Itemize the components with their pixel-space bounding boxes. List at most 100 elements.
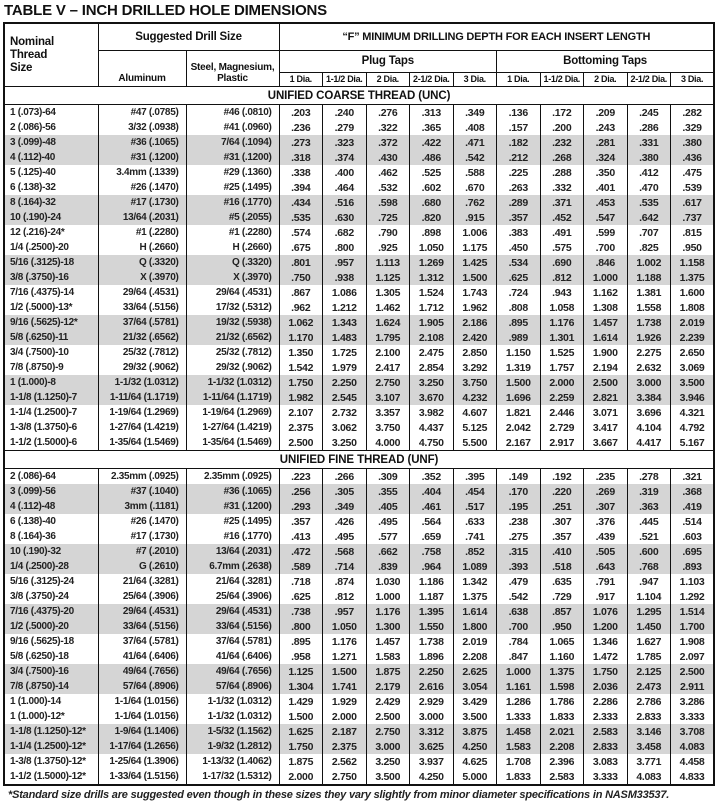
bottoming-depth-cell-0: 1.161: [496, 679, 541, 694]
bottoming-depth-cell-3: 2.125: [626, 664, 671, 679]
bottoming-depth-cell-4: .368: [670, 484, 715, 499]
plug-depth-cell-1: 2.545: [322, 390, 367, 405]
plug-depth-cell-4: 1.375: [452, 589, 497, 604]
plug-depth-cell-1: 1.725: [322, 345, 367, 360]
thread-size-cell: 3 (.099)-56: [3, 484, 99, 499]
bottoming-depth-cell-2: 1.200: [583, 619, 628, 634]
bottoming-depth-cell-3: 1.381: [626, 285, 671, 300]
table-row: 8 (.164)-36 #17 (.1730) #16 (.1770) .413.49…: [3, 529, 715, 544]
plug-depth-cell-1: .305: [322, 484, 367, 499]
thread-size-cell: 7/8 (.8750)-14: [3, 679, 99, 694]
table-row: 8 (.164)-32 #17 (.1730) #16 (.1770) .434.51…: [3, 195, 715, 210]
bottoming-depth-cell-3: 4.083: [626, 769, 671, 785]
thread-size-cell: 1/2 (.5000)-13*: [3, 300, 99, 315]
plug-depth-cell-4: 5.000: [452, 769, 497, 785]
table-row: 4 (.112)-48 3mm (.1181) #31 (.1200) .293.34…: [3, 499, 715, 514]
plug-depth-cell-2: 3.000: [365, 739, 410, 754]
plug-depth-cell-4: 2.186: [452, 315, 497, 330]
plug-depth-cell-2: 1.462: [365, 300, 410, 315]
steel-drill-cell: 1-9/32 (1.2812): [185, 739, 280, 754]
bottoming-depth-cell-1: 1.757: [539, 360, 584, 375]
bottoming-depth-cell-0: .170: [496, 484, 541, 499]
bottoming-depth-cell-4: 3.500: [670, 375, 715, 390]
table-row: 7/8 (.8750)-9 29/32 (.9062) 29/32 (.9062) 1…: [3, 360, 715, 375]
plug-depth-cell-4: 5.500: [452, 435, 497, 451]
plug-depth-cell-2: .577: [365, 529, 410, 544]
plug-depth-cell-4: 4.607: [452, 405, 497, 420]
steel-drill-cell: 37/64 (.5781): [185, 634, 280, 649]
plug-depth-cell-3: .404: [409, 484, 454, 499]
plug-depth-cell-4: 3.054: [452, 679, 497, 694]
steel-drill-cell: 1-1/32 (1.0312): [185, 694, 280, 709]
plug-depth-cell-4: .670: [452, 180, 497, 195]
aluminum-drill-cell: Q (.3320): [97, 255, 187, 270]
plug-depth-cell-1: 3.250: [322, 435, 367, 451]
thread-size-cell: 5/16 (.3125)-24: [3, 574, 99, 589]
table-row: 2 (.086)-56 3/32 (.0938) #41 (.0960) .236.2…: [3, 120, 715, 135]
table-title: TABLE V – INCH DRILLED HOLE DIMENSIONS: [4, 2, 327, 19]
footnote: *Standard size drills are suggested even…: [8, 789, 670, 801]
bottoming-depth-cell-0: .784: [496, 634, 541, 649]
bottoming-depth-cell-0: .195: [496, 499, 541, 514]
bottoming-depth-cell-0: 1.458: [496, 724, 541, 739]
bottoming-depth-cell-3: 1.785: [626, 649, 671, 664]
plug-depth-cell-4: .915: [452, 210, 497, 225]
plug-depth-cell-2: 1.000: [365, 589, 410, 604]
bottoming-depth-cell-4: 3.333: [670, 709, 715, 724]
steel-drill-cell: 29/64 (.4531): [185, 604, 280, 619]
bottoming-depth-cell-2: .307: [583, 499, 628, 514]
plug-depth-cell-1: 1.483: [322, 330, 367, 345]
thread-size-cell: 1-1/8 (1.1250)-12*: [3, 724, 99, 739]
bottoming-depth-cell-4: 1.908: [670, 634, 715, 649]
steel-drill-cell: 33/64 (.5156): [185, 619, 280, 634]
plug-depth-cell-4: 1.962: [452, 300, 497, 315]
bottoming-depth-cell-0: .542: [496, 589, 541, 604]
plug-depth-cell-4: 2.420: [452, 330, 497, 345]
bottoming-depth-cell-4: .475: [670, 165, 715, 180]
thread-size-cell: 5/8 (.6250)-11: [3, 330, 99, 345]
plug-depth-cell-2: 2.179: [365, 679, 410, 694]
plug-depth-cell-1: 2.250: [322, 375, 367, 390]
thread-size-cell: 9/16 (.5625)-12*: [3, 315, 99, 330]
aluminum-drill-cell: 41/64 (.6406): [97, 649, 187, 664]
plug-depth-cell-2: .276: [365, 104, 410, 120]
bottoming-depth-cell-0: 1.583: [496, 739, 541, 754]
plug-depth-cell-0: 1.062: [278, 315, 323, 330]
aluminum-drill-cell: 3/32 (.0938): [97, 120, 187, 135]
bottoming-depth-cell-0: .136: [496, 104, 541, 120]
plug-depth-cell-0: .958: [278, 649, 323, 664]
steel-drill-cell: 25/64 (.3906): [185, 589, 280, 604]
aluminum-drill-cell: 3.4mm (.1339): [97, 165, 187, 180]
table-header: Nominal Thread Size Suggested Drill Size…: [3, 22, 715, 88]
plug-depth-cell-3: 1.312: [409, 270, 454, 285]
bottoming-depth-cell-2: 2.286: [583, 694, 628, 709]
plug-depth-cell-3: .461: [409, 499, 454, 514]
plug-depth-cell-4: .588: [452, 165, 497, 180]
bottoming-depth-cell-0: .808: [496, 300, 541, 315]
header-bottoming-dia-1-5: 1-1/2 Dia.: [539, 71, 584, 88]
aluminum-drill-cell: 1-27/64 (1.4219): [97, 420, 187, 435]
plug-depth-cell-0: 2.107: [278, 405, 323, 420]
header-bottoming-dia-3: 3 Dia.: [670, 71, 715, 88]
aluminum-drill-cell: 29/32 (.9062): [97, 360, 187, 375]
bottoming-depth-cell-3: 1.926: [626, 330, 671, 345]
aluminum-drill-cell: #26 (.1470): [97, 514, 187, 529]
bottoming-depth-cell-2: 3.071: [583, 405, 628, 420]
plug-depth-cell-1: 2.000: [322, 709, 367, 724]
plug-depth-cell-0: .589: [278, 559, 323, 574]
bottoming-depth-cell-0: .289: [496, 195, 541, 210]
bottoming-depth-cell-0: .212: [496, 150, 541, 165]
plug-depth-cell-0: 1.350: [278, 345, 323, 360]
thread-size-cell: 7/16 (.4375)-14: [3, 285, 99, 300]
plug-depth-cell-3: .820: [409, 210, 454, 225]
bottoming-depth-cell-4: 2.911: [670, 679, 715, 694]
plug-depth-cell-4: 3.875: [452, 724, 497, 739]
bottoming-depth-cell-3: 1.188: [626, 270, 671, 285]
plug-depth-cell-0: .867: [278, 285, 323, 300]
table-row: 6 (.138)-40 #26 (.1470) #25 (.1495) .357.42…: [3, 514, 715, 529]
plug-depth-cell-3: .525: [409, 165, 454, 180]
aluminum-drill-cell: 1-17/64 (1.2656): [97, 739, 187, 754]
bottoming-depth-cell-3: 1.002: [626, 255, 671, 270]
bottoming-depth-cell-0: .625: [496, 270, 541, 285]
bottoming-depth-cell-0: 1.696: [496, 390, 541, 405]
